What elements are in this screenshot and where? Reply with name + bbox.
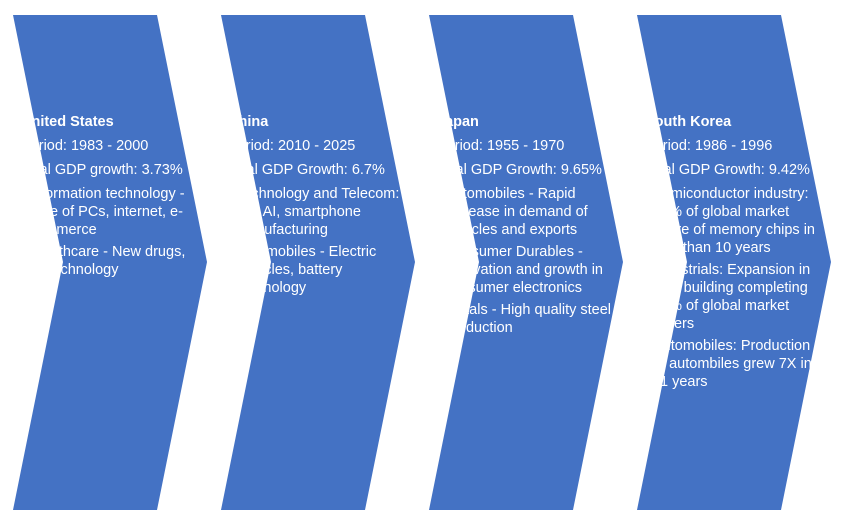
bullet-item: • Industrials: Expansion in ship building… [645,261,825,333]
bullet-dot-icon: • [437,244,443,260]
bullet-text: Semiconductor industry: 10% of global ma… [653,186,815,256]
bullet-text: Industrials: Expansion in ship building … [653,262,811,332]
chevron-united-states [13,15,207,510]
gdp-growth-text: Real GDP Growth: 9.65% [437,162,602,178]
bullet-dot-icon: • [21,186,27,202]
panel-china: China Period: 2010 - 2025 Real GDP Growt… [228,113,403,301]
bullet-list: • Information technology - Rise of PCs, i… [21,185,207,279]
country-title: South Korea [645,114,732,130]
bullet-item: • Healthcare - New drugs, biotechnology [21,243,207,279]
bullet-dot-icon: • [21,244,27,260]
bullet-dot-icon: • [645,338,651,354]
bullet-item: • Automobiles: Production of autombiles g… [645,337,825,391]
period-text: Period: 2010 - 2025 [228,138,356,154]
gdp-growth-text: Real GDP growth: 3.73% [21,162,183,178]
bullet-text: Metals - High quality steel production [445,302,612,336]
gdp-growth-text: Real GDP Growth: 9.42% [645,162,810,178]
chevron-south-korea [637,15,831,510]
bullet-dot-icon: • [437,302,443,318]
bullet-dot-icon: • [645,262,651,278]
period-text: Period: 1986 - 1996 [645,138,773,154]
country-title: United States [21,114,114,130]
bullet-item: • Semiconductor industry: 10% of global m… [645,185,825,257]
bullet-item: • Technology and Telecom: 5G, AI, smartph… [228,185,403,239]
panel-south-korea: South Korea Period: 1986 - 1996 Real GDP… [645,113,825,395]
bullet-text: Consumer Durables - Innovation and growt… [445,244,603,296]
bullet-dot-icon: • [228,244,234,260]
bullet-list: • Automobiles - Rapid increase in demand … [437,185,612,337]
period-text: Period: 1955 - 1970 [437,138,565,154]
gdp-growth-text: Real GDP Growth: 6.7% [228,162,385,178]
bullet-dot-icon: • [645,186,651,202]
chevron-china [221,15,415,510]
bullet-dot-icon: • [437,186,443,202]
chevron-japan [429,15,623,510]
bullet-list: • Semiconductor industry: 10% of global m… [645,185,825,391]
bullet-item: • Information technology - Rise of PCs, i… [21,185,207,239]
bullet-item: • Metals - High quality steel production [437,301,612,337]
bullet-dot-icon: • [228,186,234,202]
bullet-text: Information technology - Rise of PCs, in… [29,186,185,238]
bullet-text: Healthcare - New drugs, biotechnology [29,244,186,278]
bullet-text: Automobiles - Rapid increase in demand o… [445,186,588,238]
bullet-text: Technology and Telecom: 5G, AI, smartpho… [236,186,400,238]
panel-japan: Japan Period: 1955 - 1970 Real GDP Growt… [437,113,612,341]
country-title: Japan [437,114,479,130]
bullet-item: • Automobiles - Electric Vehicles, batter… [228,243,403,297]
period-text: Period: 1983 - 2000 [21,138,149,154]
bullet-item: • Consumer Durables - Innovation and grow… [437,243,612,297]
bullet-list: • Technology and Telecom: 5G, AI, smartph… [228,185,403,297]
bullet-text: Automobiles - Electric Vehicles, battery… [236,244,377,296]
bullet-text: Automobiles: Production of autombiles gr… [653,338,812,390]
bullet-item: • Automobiles - Rapid increase in demand … [437,185,612,239]
country-title: China [228,114,269,130]
panel-united-states: United States Period: 1983 - 2000 Real G… [21,113,207,283]
